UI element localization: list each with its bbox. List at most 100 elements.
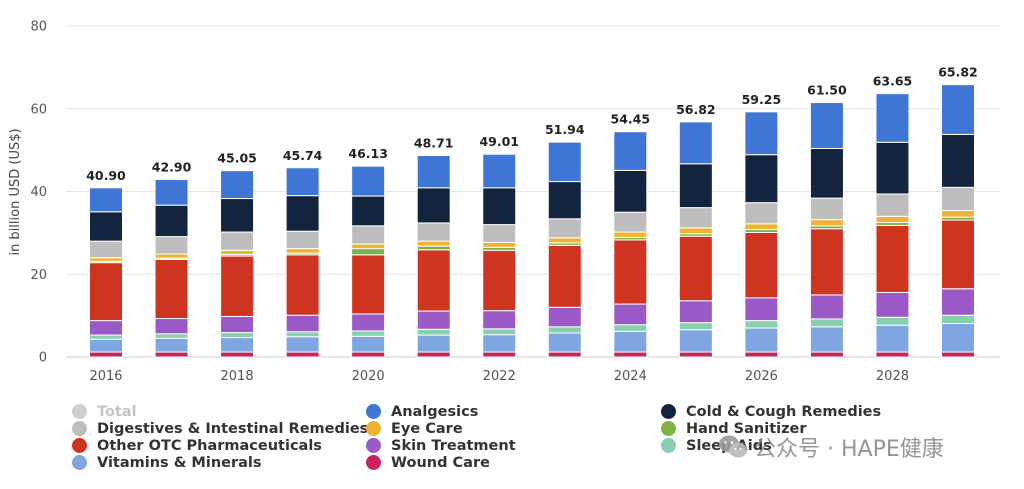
- y-tick-label: 40: [30, 185, 47, 200]
- legend-dot-icon: [661, 404, 676, 419]
- bar-series: [89, 84, 975, 358]
- bar-segment: [416, 249, 451, 312]
- y-axis-ticks: 0 20 40 60 80: [30, 20, 47, 366]
- bar-segment: [941, 288, 975, 316]
- bar-segment: [547, 351, 582, 358]
- bar-segment: [482, 153, 517, 189]
- bar-segment: [809, 351, 844, 358]
- bar-segment: [482, 241, 517, 248]
- bar-segment: [678, 351, 713, 358]
- legend-label: Analgesics: [391, 403, 479, 420]
- bar-segment: [941, 133, 975, 188]
- bar-segment: [351, 248, 386, 256]
- bar-segment: [613, 239, 648, 305]
- bar-segment: [416, 310, 451, 330]
- bar-segment: [875, 351, 910, 358]
- bar-segment: [875, 291, 910, 318]
- x-axis-ticks: 2016 2018 2020 2022 2024 2026 2028: [89, 369, 909, 384]
- total-label: 48.71: [414, 135, 454, 150]
- total-label: 56.82: [676, 102, 716, 117]
- bar-segment: [809, 102, 844, 149]
- total-label: 51.94: [545, 122, 585, 137]
- bar-stack: [351, 165, 386, 358]
- legend-label: Digestives & Intestinal Remedies: [97, 420, 369, 437]
- bar-segment: [482, 351, 517, 358]
- legend-item-eye-care[interactable]: Eye Care: [366, 420, 463, 437]
- bar-segment: [613, 169, 648, 213]
- bar-segment: [547, 237, 582, 244]
- bar-segment: [547, 306, 582, 328]
- legend-item-digestives[interactable]: Digestives & Intestinal Remedies: [72, 420, 368, 437]
- bar-segment: [416, 154, 451, 189]
- legend-item-vitamins[interactable]: Vitamins & Minerals: [72, 454, 262, 471]
- bar-segment: [89, 257, 123, 262]
- bar-stack: [941, 84, 975, 358]
- bar-segment: [875, 224, 910, 293]
- legend-item-wound-care[interactable]: Wound Care: [366, 454, 490, 471]
- x-tick-label: 2024: [614, 369, 647, 384]
- bar-segment: [285, 230, 320, 250]
- legend-item-analgesics[interactable]: Analgesics: [366, 403, 478, 420]
- bar-segment: [285, 331, 320, 338]
- bar-segment: [351, 254, 386, 315]
- stacked-bar-chart: 0 20 40 60 80 in billion USD (US$) 40.90 42.9…: [8, 20, 1000, 384]
- bar-segment: [89, 211, 123, 242]
- bar-segment: [416, 334, 451, 353]
- bar-segment: [351, 330, 386, 337]
- bar-segment: [613, 303, 648, 326]
- bar-stack: [285, 167, 320, 358]
- bar-segment: [613, 131, 648, 171]
- bar-segment: [678, 235, 713, 302]
- bar-segment: [89, 262, 123, 322]
- bar-segment: [547, 181, 582, 220]
- bar-segment: [351, 313, 386, 332]
- total-label: 46.13: [348, 146, 388, 161]
- bar-segment: [351, 335, 386, 353]
- bar-segment: [154, 204, 189, 238]
- bar-segment: [416, 328, 451, 336]
- legend-item-hand-sanitizer[interactable]: Hand Sanitizer: [661, 420, 807, 437]
- bar-segment: [416, 240, 451, 247]
- bar-segment: [220, 198, 255, 233]
- bar-segment: [220, 351, 255, 358]
- bar-segment: [285, 314, 320, 333]
- bar-stack: [547, 141, 582, 358]
- legend-item-other-otc[interactable]: Other OTC Pharmaceuticals: [72, 437, 322, 454]
- bar-segment: [875, 93, 910, 143]
- bar-stack: [89, 187, 123, 358]
- bar-segment: [809, 219, 844, 227]
- bar-segment: [285, 167, 320, 197]
- bar-segment: [941, 186, 975, 212]
- bar-segment: [89, 351, 123, 358]
- bar-segment: [482, 328, 517, 336]
- y-tick-label: 20: [30, 268, 47, 283]
- bar-segment: [285, 254, 320, 316]
- bar-segment: [744, 154, 779, 204]
- x-tick-label: 2020: [352, 369, 385, 384]
- bar-segment: [744, 111, 779, 156]
- bar-segment: [416, 245, 451, 251]
- legend-dot-icon: [366, 438, 381, 453]
- y-tick-label: 80: [30, 20, 47, 35]
- bar-segment: [154, 318, 189, 335]
- legend-dot-icon: [72, 421, 87, 436]
- total-label: 65.82: [938, 65, 978, 80]
- legend-item-skin-treatment[interactable]: Skin Treatment: [366, 437, 516, 454]
- bar-segment: [941, 351, 975, 358]
- legend-item-total[interactable]: Total: [72, 403, 137, 420]
- bar-segment: [220, 332, 255, 339]
- bar-stack: [416, 154, 451, 358]
- legend-label: Wound Care: [391, 454, 490, 471]
- bar-segment: [89, 320, 123, 336]
- bar-segment: [678, 227, 713, 235]
- legend-item-cold-cough[interactable]: Cold & Cough Remedies: [661, 403, 881, 420]
- bar-segment: [351, 225, 386, 245]
- total-label: 45.05: [217, 151, 257, 166]
- wechat-icon: [719, 435, 747, 458]
- bar-segment: [809, 147, 844, 199]
- legend-label: Skin Treatment: [391, 437, 516, 454]
- bar-segment: [89, 240, 123, 259]
- bar-segment: [220, 255, 255, 317]
- bar-segment: [678, 300, 713, 324]
- legend-dot-icon: [72, 404, 87, 419]
